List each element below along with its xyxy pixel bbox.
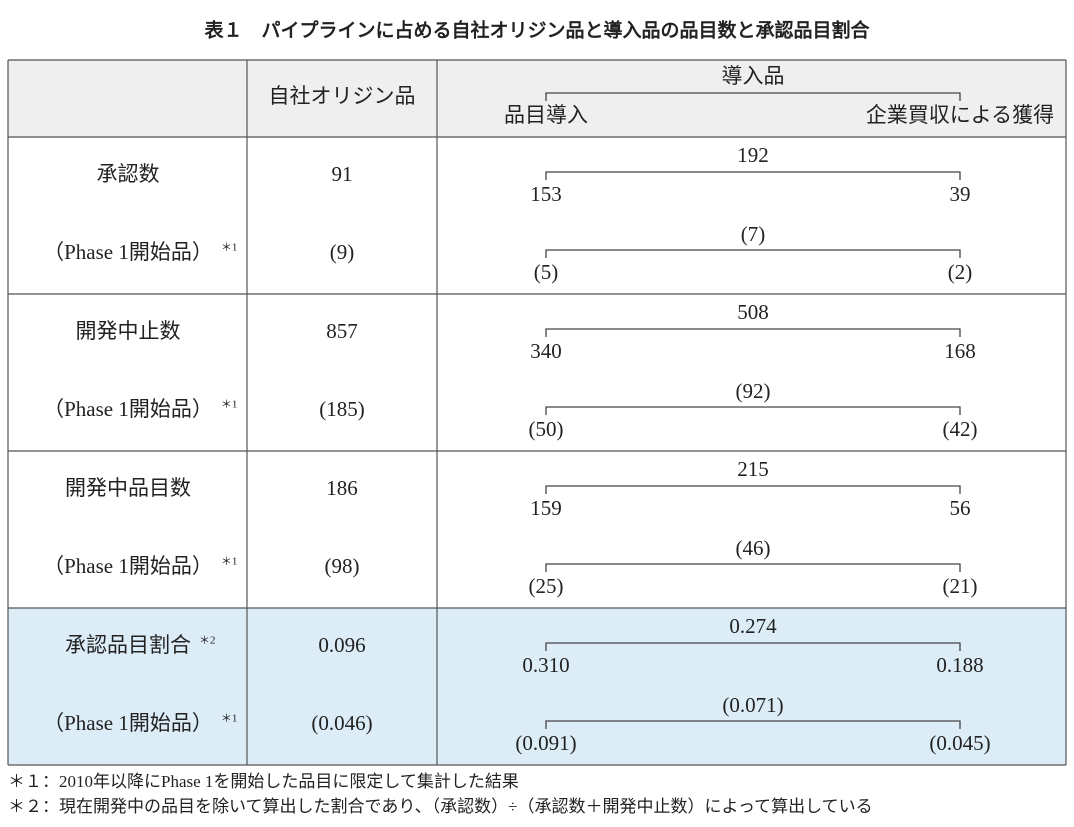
- introduced-total: 215: [737, 457, 769, 481]
- footnote-marker: ＊1: [221, 399, 238, 411]
- acquired-value: (0.045): [929, 731, 990, 755]
- introduced-total: 0.274: [729, 614, 777, 638]
- acquired-value: (2): [948, 260, 973, 284]
- value-bracket: [545, 249, 961, 258]
- column-header: 導入品: [722, 64, 785, 88]
- acquired-value: 168: [944, 339, 976, 363]
- acquired-value: 0.188: [936, 653, 983, 677]
- own-value: 91: [332, 162, 353, 186]
- footnote: ＊２：現在開発中の品目を除いて算出した割合であり、（承認数）÷（承認数＋開発中止…: [8, 797, 873, 816]
- introduced-total: (7): [741, 222, 766, 246]
- footnote: ＊１：2010年以降にPhase 1を開始した品目に限定して集計した結果: [8, 772, 519, 791]
- introduced-total: 192: [737, 143, 769, 167]
- row-label: （Phase 1開始品）: [43, 554, 213, 578]
- introduced-total: (92): [736, 379, 771, 403]
- footnote-marker: ＊2: [199, 635, 216, 647]
- introduced-total: (46): [736, 536, 771, 560]
- column-header: 自社オリジン品: [269, 84, 416, 108]
- value-bracket: [545, 642, 961, 651]
- own-value: (9): [330, 240, 355, 264]
- row-label: （Phase 1開始品）: [43, 711, 213, 735]
- licensed-value: 340: [530, 339, 562, 363]
- value-bracket: [545, 563, 961, 572]
- row-label: 開発中止数: [76, 319, 181, 343]
- value-bracket: [545, 406, 961, 415]
- value-bracket: [545, 720, 961, 729]
- own-value: 186: [326, 476, 358, 500]
- own-value: 0.096: [318, 633, 365, 657]
- value-bracket: [545, 171, 961, 180]
- acquired-value: (21): [943, 574, 978, 598]
- row-label: 開発中品目数: [65, 476, 191, 500]
- licensed-value: (0.091): [515, 731, 576, 755]
- value-bracket: [545, 328, 961, 337]
- licensed-value: 153: [530, 182, 562, 206]
- row-label: 承認数: [97, 162, 160, 186]
- own-value: (0.046): [311, 711, 372, 735]
- own-value: 857: [326, 319, 358, 343]
- acquired-value: 39: [950, 182, 971, 206]
- footnote-marker: ＊1: [221, 242, 238, 254]
- licensed-value: (5): [534, 260, 559, 284]
- own-value: (185): [319, 397, 365, 421]
- highlight-background: [8, 608, 1066, 765]
- footnote-marker: ＊1: [221, 713, 238, 725]
- table-title: 表１ パイプラインに占める自社オリジン品と導入品の品目数と承認品目割合: [204, 19, 870, 42]
- licensed-value: 159: [530, 496, 562, 520]
- footnote-marker: ＊1: [221, 556, 238, 568]
- value-bracket: [545, 485, 961, 494]
- header-bracket: [545, 92, 961, 101]
- column-subheader: 企業買収による獲得: [866, 103, 1054, 127]
- licensed-value: (50): [529, 417, 564, 441]
- row-label: （Phase 1開始品）: [43, 240, 213, 264]
- introduced-total: 508: [737, 300, 769, 324]
- row-label: 承認品目割合: [65, 633, 191, 657]
- acquired-value: (42): [943, 417, 978, 441]
- column-subheader: 品目導入: [504, 103, 588, 127]
- introduced-total: (0.071): [722, 693, 783, 717]
- licensed-value: 0.310: [522, 653, 569, 677]
- own-value: (98): [325, 554, 360, 578]
- row-label: （Phase 1開始品）: [43, 397, 213, 421]
- acquired-value: 56: [950, 496, 971, 520]
- licensed-value: (25): [529, 574, 564, 598]
- header-background: [8, 60, 1066, 137]
